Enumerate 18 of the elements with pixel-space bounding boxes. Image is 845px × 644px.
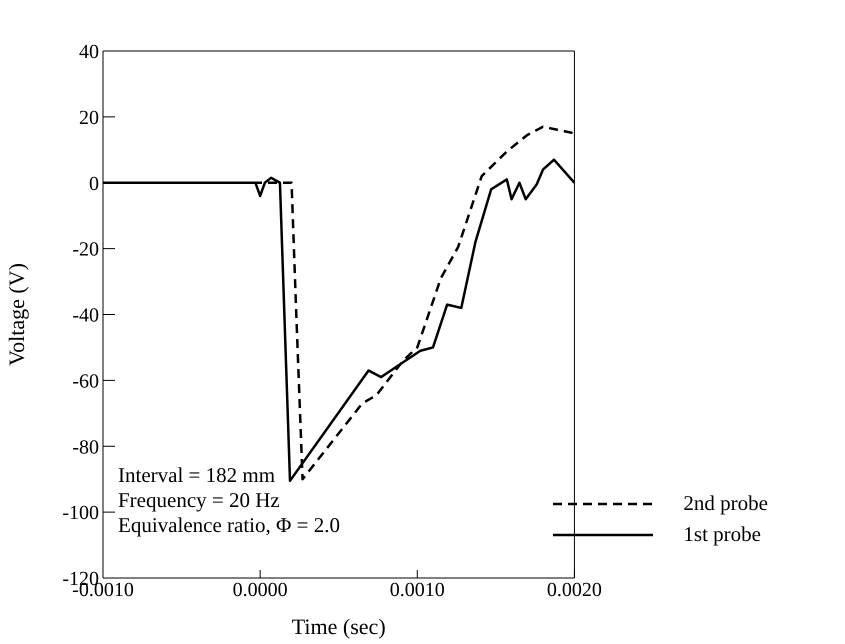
annotation: Equivalence ratio, Φ = 2.0: [118, 513, 340, 538]
y-tick-label: -40: [72, 304, 99, 327]
y-tick-label: -100: [62, 502, 99, 524]
y-tick-label: -80: [72, 436, 99, 458]
y-tick-label: -60: [72, 370, 99, 392]
annotation: Frequency = 20 Hz: [118, 488, 281, 513]
x-tick-label: 0.0020: [546, 579, 602, 602]
y-tick-label: 40: [79, 41, 99, 64]
y-axis-title: Voltage (V): [4, 263, 29, 366]
y-tick-label: 0: [89, 172, 99, 195]
y-tick-label: -20: [72, 238, 99, 261]
legend-label: 1st probe: [683, 521, 761, 548]
y-tick-label: 20: [79, 106, 99, 129]
legend-label: 2nd probe: [683, 490, 768, 517]
x-axis-title: Time (sec): [292, 614, 386, 639]
x-tick-label: 0.0010: [390, 579, 445, 602]
x-tick-label: 0.0000: [232, 579, 288, 602]
annotation: Interval = 182 mm: [118, 463, 276, 488]
